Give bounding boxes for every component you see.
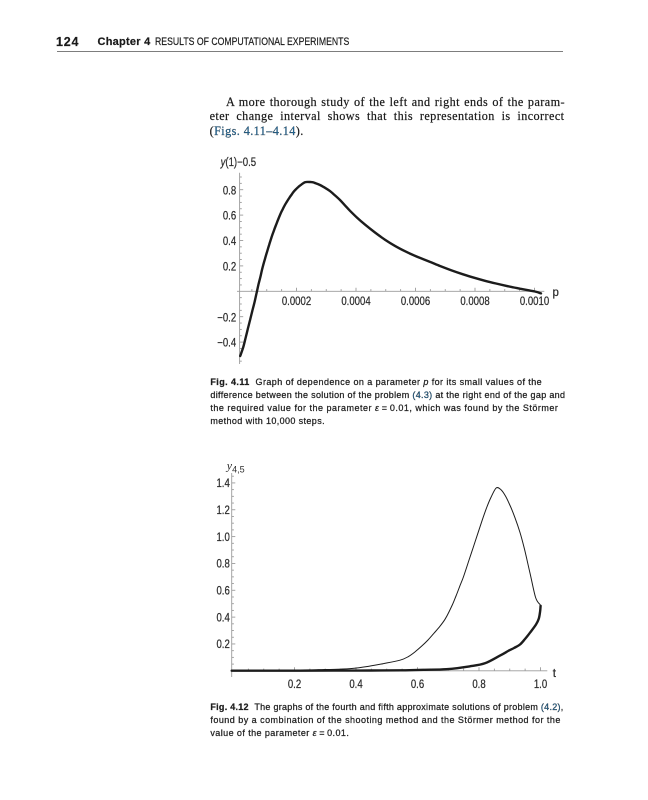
svg-text:0.2: 0.2: [216, 638, 229, 651]
svg-text:0.4: 0.4: [223, 235, 236, 248]
svg-text:0.4: 0.4: [216, 611, 229, 624]
svg-text:0.2: 0.2: [223, 261, 236, 274]
svg-text:0.0004: 0.0004: [341, 295, 370, 308]
svg-text:0.4: 0.4: [349, 678, 362, 691]
svg-text:y(1)−0.5: y(1)−0.5: [220, 156, 256, 169]
svg-text:0.6: 0.6: [223, 210, 236, 223]
svg-text:0.0008: 0.0008: [460, 295, 489, 308]
svg-text:0.6: 0.6: [411, 678, 424, 691]
svg-text:0.2: 0.2: [288, 678, 301, 691]
svg-text:0.0006: 0.0006: [401, 295, 430, 308]
svg-text:1.2: 1.2: [216, 504, 229, 517]
svg-text:0.8: 0.8: [472, 678, 485, 691]
svg-text:−0.4: −0.4: [217, 337, 236, 350]
svg-text:0.8: 0.8: [223, 184, 236, 197]
svg-text:0.0010: 0.0010: [520, 295, 549, 308]
svg-text:y4,5: y4,5: [226, 459, 245, 475]
svg-text:t: t: [553, 668, 557, 680]
svg-text:1.0: 1.0: [534, 678, 547, 691]
svg-text:1.4: 1.4: [216, 477, 229, 490]
svg-text:0.0002: 0.0002: [282, 295, 311, 308]
svg-text:1.0: 1.0: [216, 531, 229, 544]
svg-text:−0.2: −0.2: [217, 311, 236, 324]
svg-text:0.6: 0.6: [216, 585, 229, 598]
svg-text:p: p: [553, 287, 559, 299]
svg-text:0.8: 0.8: [216, 558, 229, 571]
